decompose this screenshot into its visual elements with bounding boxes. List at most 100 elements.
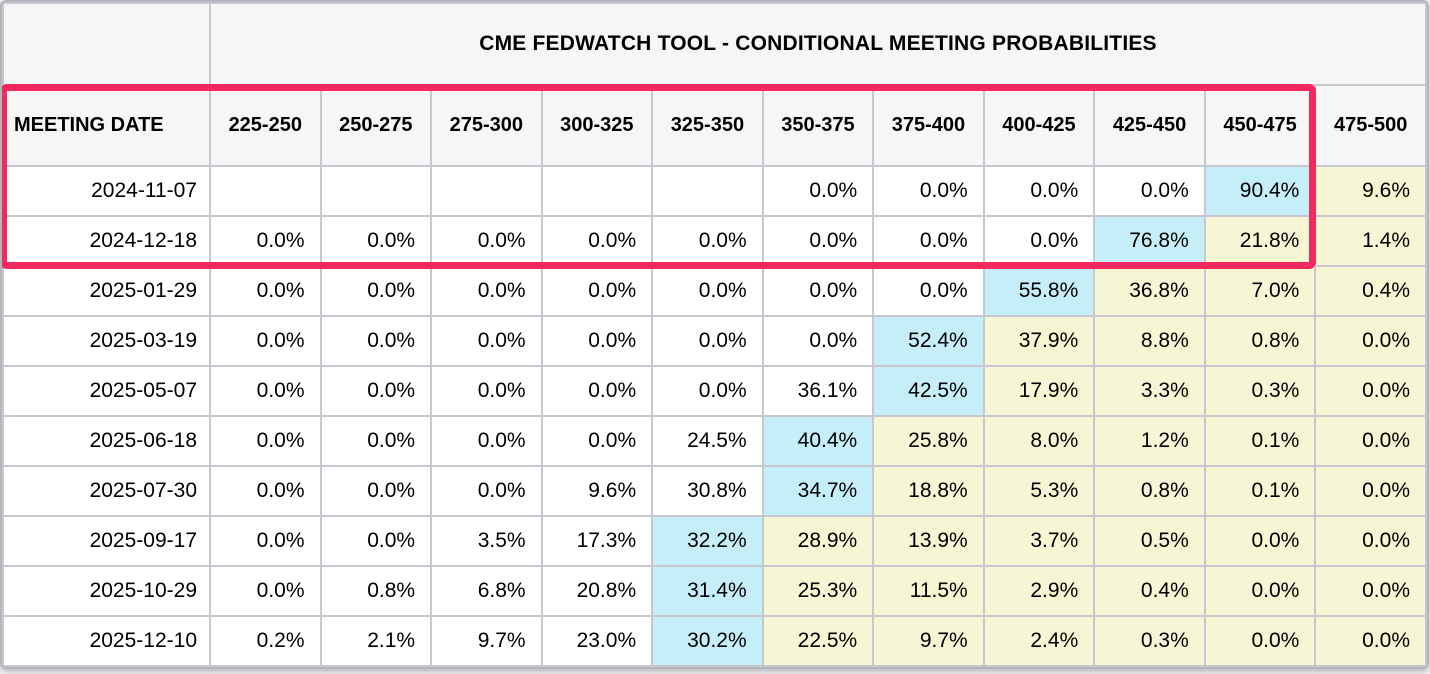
probability-cell: 0.8% bbox=[319, 565, 433, 617]
probability-cell: 32.2% bbox=[651, 515, 764, 567]
probability-cell: 0.0% bbox=[1314, 415, 1427, 467]
probability-cell: 0.0% bbox=[540, 415, 654, 467]
probability-cell: 0.0% bbox=[319, 315, 433, 367]
probability-cell: 0.0% bbox=[540, 265, 654, 317]
probability-cell: 17.3% bbox=[540, 515, 654, 567]
probability-cell: 52.4% bbox=[872, 315, 985, 367]
probability-cell: 0.0% bbox=[209, 315, 322, 367]
probability-cell: 0.0% bbox=[540, 215, 654, 267]
table-row: 2024-11-07 0.0% 0.0% 0.0% 0.0% 90.4% 9.6% bbox=[2, 165, 1427, 217]
probability-cell: 0.3% bbox=[1203, 365, 1317, 417]
meeting-date-cell: 2025-05-07 bbox=[2, 365, 211, 417]
probability-cell: 2.4% bbox=[982, 615, 1096, 667]
meeting-date-cell: 2024-12-18 bbox=[2, 215, 211, 267]
probability-cell: 0.0% bbox=[540, 365, 654, 417]
probability-cell: 23.0% bbox=[540, 615, 654, 667]
probability-cell: 0.0% bbox=[761, 265, 875, 317]
probability-cell: 21.8% bbox=[1203, 215, 1317, 267]
probability-cell: 9.6% bbox=[1314, 165, 1427, 217]
probability-cell: 0.0% bbox=[651, 265, 764, 317]
probability-cell: 28.9% bbox=[761, 515, 875, 567]
rate-range-header: 425-450 bbox=[1093, 84, 1206, 167]
meeting-date-cell: 2025-03-19 bbox=[2, 315, 211, 367]
rate-range-header: 275-300 bbox=[430, 84, 543, 167]
probability-cell: 0.0% bbox=[319, 515, 433, 567]
probability-cell: 0.3% bbox=[1093, 615, 1206, 667]
probability-cell: 0.8% bbox=[1203, 315, 1317, 367]
probability-cell: 0.0% bbox=[1314, 615, 1427, 667]
meeting-date-cell: 2024-11-07 bbox=[2, 165, 211, 217]
probability-cell: 9.6% bbox=[540, 465, 654, 517]
probability-cell: 37.9% bbox=[982, 315, 1096, 367]
probability-cell: 40.4% bbox=[761, 415, 875, 467]
probability-cell: 7.0% bbox=[1203, 265, 1317, 317]
title-row: CME FEDWATCH TOOL - CONDITIONAL MEETING … bbox=[2, 2, 1427, 86]
probability-cell: 0.1% bbox=[1203, 465, 1317, 517]
probability-cell: 25.8% bbox=[872, 415, 985, 467]
probability-cell: 30.8% bbox=[651, 465, 764, 517]
probability-cell: 0.0% bbox=[651, 215, 764, 267]
probability-cell: 8.8% bbox=[1093, 315, 1206, 367]
probability-cell: 24.5% bbox=[651, 415, 764, 467]
probability-cell: 36.1% bbox=[761, 365, 875, 417]
probability-cell: 0.2% bbox=[209, 615, 322, 667]
rate-range-header: 350-375 bbox=[761, 84, 875, 167]
probability-cell: 0.0% bbox=[209, 565, 322, 617]
table-row: 2025-10-29 0.0% 0.8% 6.8% 20.8% 31.4% 25.3% 11.… bbox=[2, 565, 1427, 617]
meeting-date-cell: 2025-10-29 bbox=[2, 565, 211, 617]
probability-cell: 0.0% bbox=[1203, 615, 1317, 667]
probability-cell: 17.9% bbox=[982, 365, 1096, 417]
probability-cell: 1.2% bbox=[1093, 415, 1206, 467]
probability-cell: 0.5% bbox=[1093, 515, 1206, 567]
probability-cell: 18.8% bbox=[872, 465, 985, 517]
probability-cell: 36.8% bbox=[1093, 265, 1206, 317]
corner-cell bbox=[2, 2, 211, 86]
probability-cell: 2.1% bbox=[319, 615, 433, 667]
probability-cell: 76.8% bbox=[1093, 215, 1206, 267]
rate-range-header: 400-425 bbox=[982, 84, 1096, 167]
probability-cell: 0.0% bbox=[761, 315, 875, 367]
rate-range-header: 225-250 bbox=[209, 84, 322, 167]
probability-cell: 0.0% bbox=[430, 465, 543, 517]
meeting-date-cell: 2025-01-29 bbox=[2, 265, 211, 317]
probability-cell: 0.0% bbox=[872, 265, 985, 317]
meeting-date-header: MEETING DATE bbox=[2, 84, 211, 167]
column-header-row: MEETING DATE 225-250 250-275 275-300 300-32… bbox=[2, 84, 1427, 167]
probability-cell: 0.4% bbox=[1314, 265, 1427, 317]
probability-cell: 0.0% bbox=[1314, 515, 1427, 567]
rate-range-header: 325-350 bbox=[651, 84, 764, 167]
table-row: 2024-12-18 0.0% 0.0% 0.0% 0.0% 0.0% 0.0% 0.0% 0.… bbox=[2, 215, 1427, 267]
meeting-date-cell: 2025-12-10 bbox=[2, 615, 211, 667]
probability-cell: 0.0% bbox=[430, 365, 543, 417]
probability-cell: 9.7% bbox=[872, 615, 985, 667]
probability-cell: 0.0% bbox=[1203, 565, 1317, 617]
probability-cell: 13.9% bbox=[872, 515, 985, 567]
rate-range-header: 450-475 bbox=[1203, 84, 1317, 167]
meeting-date-cell: 2025-06-18 bbox=[2, 415, 211, 467]
probability-cell: 0.0% bbox=[1314, 465, 1427, 517]
table-row: 2025-05-07 0.0% 0.0% 0.0% 0.0% 0.0% 36.1% 42.5%… bbox=[2, 365, 1427, 417]
rate-range-header: 375-400 bbox=[872, 84, 985, 167]
probability-cell: 0.0% bbox=[319, 465, 433, 517]
probability-cell: 0.0% bbox=[1093, 165, 1206, 217]
probability-cell: 8.0% bbox=[982, 415, 1096, 467]
probability-cell: 90.4% bbox=[1203, 165, 1317, 217]
probability-cell: 0.0% bbox=[1203, 515, 1317, 567]
table-row: 2025-07-30 0.0% 0.0% 0.0% 9.6% 30.8% 34.7% 18.8… bbox=[2, 465, 1427, 517]
probability-cell: 9.7% bbox=[430, 615, 543, 667]
probability-cell: 6.8% bbox=[430, 565, 543, 617]
probability-cell: 0.0% bbox=[209, 465, 322, 517]
probability-cell: 0.0% bbox=[982, 165, 1096, 217]
probability-cell: 20.8% bbox=[540, 565, 654, 617]
table-row: 2025-09-17 0.0% 0.0% 3.5% 17.3% 32.2% 28.9% 13.… bbox=[2, 515, 1427, 567]
probability-cell: 0.0% bbox=[430, 315, 543, 367]
probability-cell: 0.0% bbox=[1314, 315, 1427, 367]
rate-range-header: 300-325 bbox=[540, 84, 654, 167]
probability-cell: 0.0% bbox=[761, 165, 875, 217]
probability-cell: 3.5% bbox=[430, 515, 543, 567]
probability-cell: 0.0% bbox=[1314, 565, 1427, 617]
probability-cell: 0.0% bbox=[430, 215, 543, 267]
probability-cell: 0.0% bbox=[872, 215, 985, 267]
probability-cell bbox=[540, 165, 654, 217]
probability-cell: 0.0% bbox=[209, 515, 322, 567]
